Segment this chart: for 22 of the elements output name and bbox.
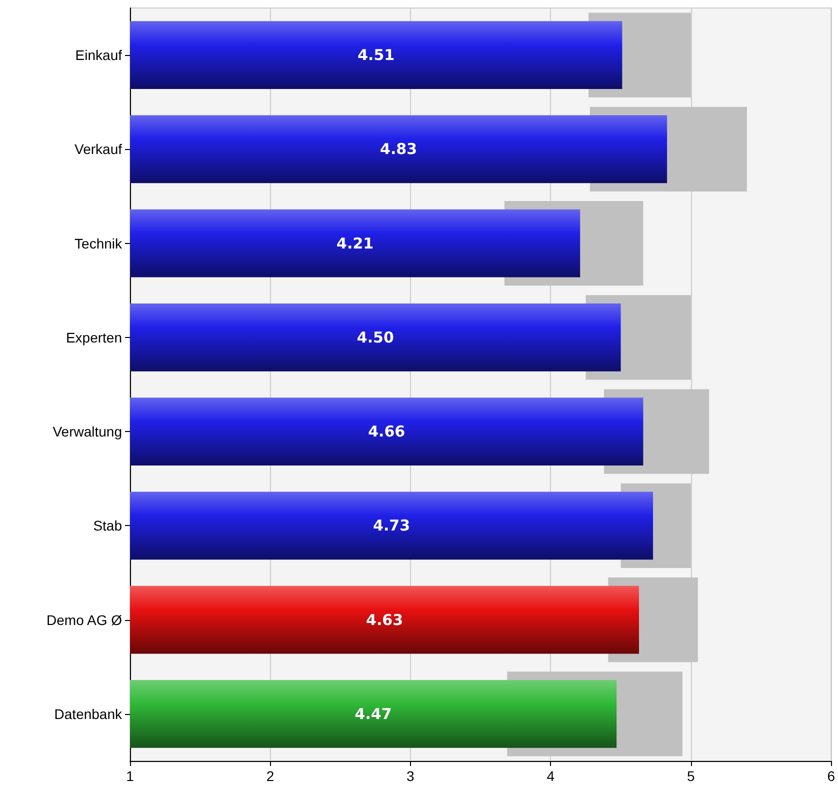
data-label: 4.51 [358,46,395,64]
x-tick-label: 5 [686,768,695,784]
data-label: 4.50 [356,328,394,346]
y-tick-label: Einkauf [75,47,122,64]
y-tick-label: Experten [66,329,122,346]
data-label: 4.66 [368,422,406,441]
data-label: 4.21 [336,234,374,252]
y-tick-label: Stab [93,518,122,534]
data-label: 4.47 [354,704,392,723]
y-tick-label: Verkauf [74,141,122,158]
data-label: 4.63 [366,610,404,629]
y-tick-label: Verwaltung [52,424,122,440]
x-tick-label: 4 [546,768,555,784]
x-tick-label: 6 [827,768,836,784]
x-tick-label: 2 [266,768,274,784]
y-tick-label: Demo AG Ø [46,612,122,628]
data-label: 4.73 [373,516,410,535]
x-tick-label: 3 [406,768,415,784]
y-tick-label: Technik [74,235,123,252]
data-label: 4.83 [380,140,418,158]
x-tick-label: 1 [126,768,134,784]
y-tick-label: Datenbank [54,706,123,722]
